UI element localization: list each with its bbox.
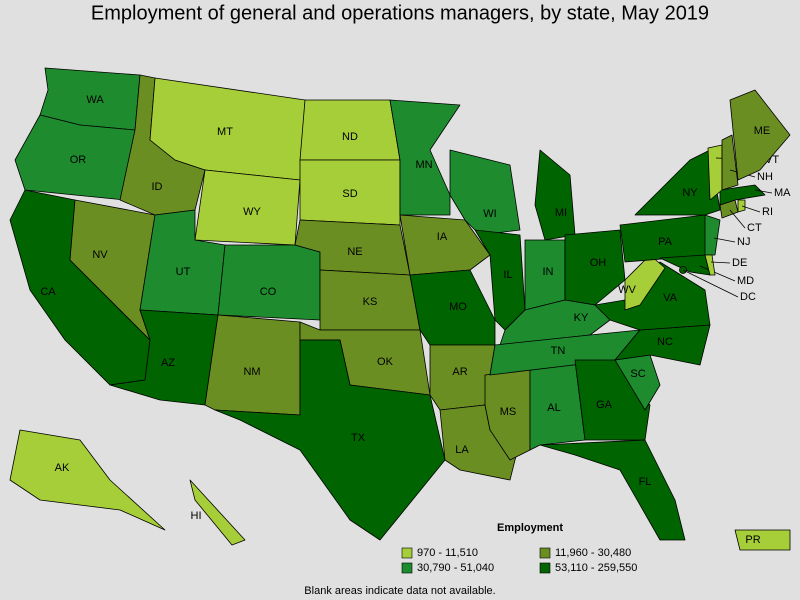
leader-line bbox=[682, 269, 739, 298]
state-label: MD bbox=[737, 275, 754, 287]
state bbox=[721, 134, 739, 191]
state-label: ME bbox=[754, 125, 771, 137]
note: Blank areas indicate data not available. bbox=[304, 585, 495, 597]
state bbox=[734, 529, 791, 551]
state-label: AK bbox=[55, 462, 70, 474]
leader-line bbox=[754, 189, 773, 194]
state-label: HI bbox=[191, 510, 202, 522]
state bbox=[189, 479, 246, 546]
map-title: Employment of general and operations man… bbox=[91, 2, 709, 24]
legend-swatch bbox=[401, 562, 413, 574]
state bbox=[704, 214, 721, 256]
leader-line bbox=[741, 205, 761, 213]
leader-line bbox=[713, 237, 736, 243]
state-label: FL bbox=[639, 476, 652, 488]
state-label: IL bbox=[503, 269, 512, 281]
state-label: OH bbox=[590, 257, 607, 269]
legend-swatch bbox=[401, 547, 413, 559]
state-label: TN bbox=[551, 345, 566, 357]
legend-label: 970 - 11,510 bbox=[417, 547, 478, 559]
state-label: GA bbox=[596, 399, 613, 411]
state-label: NE bbox=[347, 246, 362, 258]
state bbox=[217, 244, 321, 321]
state bbox=[539, 439, 686, 541]
state-label: UT bbox=[176, 266, 191, 278]
state-label: KS bbox=[363, 296, 378, 308]
state-label: MI bbox=[555, 207, 567, 219]
state-label: AL bbox=[547, 402, 560, 414]
state-label: SC bbox=[630, 368, 645, 380]
legend-label: 11,960 - 30,480 bbox=[555, 547, 631, 559]
state-label: NM bbox=[243, 366, 260, 378]
state-label: NC bbox=[657, 336, 673, 348]
state-label: NY bbox=[682, 187, 698, 199]
state-label: MO bbox=[449, 301, 467, 313]
state-label: PA bbox=[658, 236, 673, 248]
state-label: WV bbox=[618, 284, 636, 296]
state-label: NJ bbox=[737, 236, 750, 248]
state-label: CT bbox=[747, 222, 762, 234]
state bbox=[534, 149, 576, 241]
state bbox=[399, 214, 491, 276]
state-label: WI bbox=[483, 208, 496, 220]
state-label: WA bbox=[86, 94, 104, 106]
state bbox=[614, 324, 711, 366]
state bbox=[574, 359, 651, 441]
state bbox=[634, 149, 721, 216]
state-label: MT bbox=[217, 126, 233, 138]
state-label: MS bbox=[500, 406, 517, 418]
state bbox=[564, 229, 626, 306]
state bbox=[214, 339, 446, 541]
state-label: AR bbox=[452, 366, 467, 378]
legend-title: Employment bbox=[497, 522, 563, 534]
state-label: CA bbox=[40, 286, 56, 298]
state-label: VA bbox=[663, 292, 678, 304]
state-label: ID bbox=[152, 181, 163, 193]
state-label: TX bbox=[351, 432, 366, 444]
state-label: IN bbox=[543, 266, 554, 278]
state-label: AZ bbox=[161, 357, 175, 369]
state-label: MN bbox=[415, 159, 432, 171]
state-label: CO bbox=[260, 286, 277, 298]
state-label: NH bbox=[757, 171, 773, 183]
legend-swatch bbox=[539, 547, 551, 559]
leader-line bbox=[710, 261, 731, 264]
leader-line bbox=[729, 209, 746, 229]
state-label: MA bbox=[774, 187, 791, 199]
state bbox=[389, 99, 461, 216]
state bbox=[729, 89, 791, 181]
state bbox=[737, 199, 746, 213]
state bbox=[707, 144, 723, 201]
state-label: PR bbox=[745, 534, 760, 546]
legend-label: 30,790 - 51,040 bbox=[417, 562, 494, 574]
legend-label: 53,110 - 259,550 bbox=[555, 562, 637, 574]
state-label: IA bbox=[437, 231, 448, 243]
state-label: LA bbox=[455, 444, 469, 456]
state-label: OK bbox=[377, 356, 394, 368]
state-label: SD bbox=[342, 188, 357, 200]
state-label: RI bbox=[762, 206, 773, 218]
state-label: DE bbox=[732, 257, 747, 269]
state-label: OR bbox=[70, 154, 87, 166]
legend-swatch bbox=[539, 562, 551, 574]
state bbox=[704, 254, 716, 276]
state-label: KY bbox=[574, 312, 589, 324]
state-label: WY bbox=[243, 206, 261, 218]
state-label: DC bbox=[740, 291, 756, 303]
leader-line bbox=[699, 265, 736, 282]
state bbox=[719, 184, 766, 206]
state-label: ND bbox=[342, 131, 358, 143]
state bbox=[9, 429, 166, 531]
state-label: NV bbox=[92, 249, 108, 261]
